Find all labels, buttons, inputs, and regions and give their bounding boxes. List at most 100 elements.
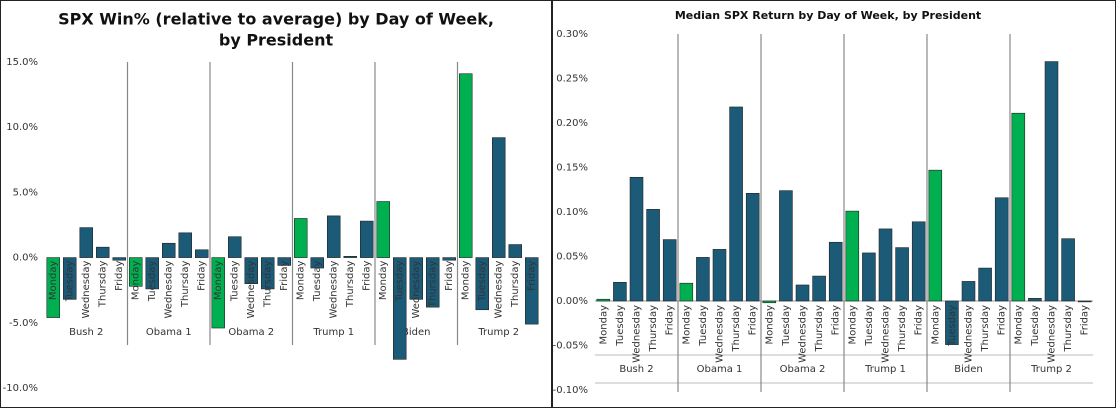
bar xyxy=(911,221,926,302)
bar xyxy=(895,247,909,302)
bar xyxy=(492,137,506,258)
y-tick-label: 0.10% xyxy=(556,207,588,218)
x-tick-label: Tuesday xyxy=(312,261,323,303)
x-tick-label: Monday xyxy=(764,305,775,345)
group-label: Obama 1 xyxy=(697,364,743,375)
x-tick-label: Monday xyxy=(131,261,142,301)
bar xyxy=(1077,300,1092,303)
y-tick-label: 0.30% xyxy=(556,29,588,40)
x-tick-label: Wednesday xyxy=(411,261,422,319)
bar xyxy=(79,227,93,258)
group-label: Obama 1 xyxy=(146,327,192,338)
bar xyxy=(1044,61,1059,302)
x-tick-label: Wednesday xyxy=(881,305,892,363)
y-tick-label: 0.15% xyxy=(556,163,588,174)
bar xyxy=(862,252,876,302)
bar xyxy=(629,176,644,302)
group-label: Bush 2 xyxy=(69,327,103,338)
bar xyxy=(244,257,258,284)
x-tick-label: Wednesday xyxy=(632,305,643,363)
group-label: Obama 2 xyxy=(780,364,826,375)
bar xyxy=(409,257,423,300)
bar xyxy=(63,257,77,300)
x-tick-label: Wednesday xyxy=(81,261,92,319)
y-tick-label: 10.0% xyxy=(6,122,38,133)
bar xyxy=(712,249,727,302)
x-tick-label: Monday xyxy=(1013,305,1024,345)
bar xyxy=(261,257,275,290)
x-tick-label: Thursday xyxy=(897,305,908,353)
bar xyxy=(696,257,710,302)
x-tick-label: Wednesday xyxy=(494,261,505,319)
x-tick-label: Thursday xyxy=(428,261,439,309)
y-tick-label: -0.05% xyxy=(553,341,588,352)
x-tick-label: Monday xyxy=(598,305,609,345)
bar xyxy=(96,246,110,258)
x-tick-label: Tuesday xyxy=(781,305,792,347)
group-label: Biden xyxy=(954,364,982,375)
y-tick-label: 0.20% xyxy=(556,118,588,129)
y-tick-label: -10.0% xyxy=(3,383,38,394)
bar xyxy=(393,257,407,360)
bar xyxy=(211,257,225,329)
bar xyxy=(978,267,992,302)
bar xyxy=(343,255,357,258)
bar xyxy=(828,241,843,302)
y-tick-label: 0.25% xyxy=(556,74,588,85)
bar xyxy=(961,281,976,302)
bar xyxy=(845,210,860,302)
x-tick-label: Thursday xyxy=(980,305,991,353)
bar xyxy=(459,73,473,258)
bar xyxy=(762,300,777,304)
bar xyxy=(994,197,1009,302)
bar xyxy=(162,242,176,258)
group-label: Biden xyxy=(402,327,430,338)
x-tick-label: Thursday xyxy=(814,305,825,353)
x-tick-label: Friday xyxy=(527,261,538,291)
x-tick-label: Monday xyxy=(681,305,692,345)
x-tick-label: Thursday xyxy=(345,261,356,309)
bar xyxy=(679,282,694,302)
bar xyxy=(945,300,959,345)
x-tick-label: Monday xyxy=(461,261,472,301)
bar xyxy=(145,257,159,290)
bar xyxy=(795,284,810,302)
chart-title: Median SPX Return by Day of Week, by Pre… xyxy=(675,9,981,22)
y-tick-label: 0.05% xyxy=(556,252,588,263)
bar xyxy=(442,257,456,261)
bar xyxy=(228,236,242,258)
group-label: Bush 2 xyxy=(619,364,653,375)
y-tick-label: 0.0% xyxy=(13,253,38,264)
y-tick-label: 15.0% xyxy=(6,57,38,68)
x-tick-label: Tuesday xyxy=(698,305,709,347)
x-tick-label: Monday xyxy=(378,261,389,301)
panel-border xyxy=(552,0,1116,408)
x-tick-label: Tuesday xyxy=(395,261,406,303)
bar xyxy=(729,106,743,302)
y-tick-label: -0.10% xyxy=(553,385,588,396)
x-tick-label: Tuesday xyxy=(65,261,76,303)
bar xyxy=(1061,238,1075,302)
x-tick-label: Tuesday xyxy=(947,305,958,347)
x-tick-label: Monday xyxy=(930,305,941,345)
x-tick-label: Thursday xyxy=(180,261,191,309)
group-label: Trump 1 xyxy=(312,327,354,338)
bar xyxy=(294,218,308,258)
bar xyxy=(1028,298,1042,302)
x-tick-label: Friday xyxy=(279,261,290,291)
x-tick-label: Friday xyxy=(444,261,455,291)
bar xyxy=(112,257,126,261)
bar xyxy=(178,232,192,258)
x-tick-label: Wednesday xyxy=(715,305,726,363)
bar xyxy=(779,190,793,302)
bar xyxy=(662,239,677,302)
x-tick-label: Tuesday xyxy=(477,261,488,303)
group-label: Trump 1 xyxy=(864,364,906,375)
x-tick-label: Friday xyxy=(831,305,842,335)
bar xyxy=(327,215,341,258)
x-tick-label: Wednesday xyxy=(798,305,809,363)
x-tick-label: Tuesday xyxy=(864,305,875,347)
y-tick-label: 5.0% xyxy=(13,187,38,198)
chart-title: SPX Win% (relative to average) by Day of… xyxy=(58,10,494,29)
